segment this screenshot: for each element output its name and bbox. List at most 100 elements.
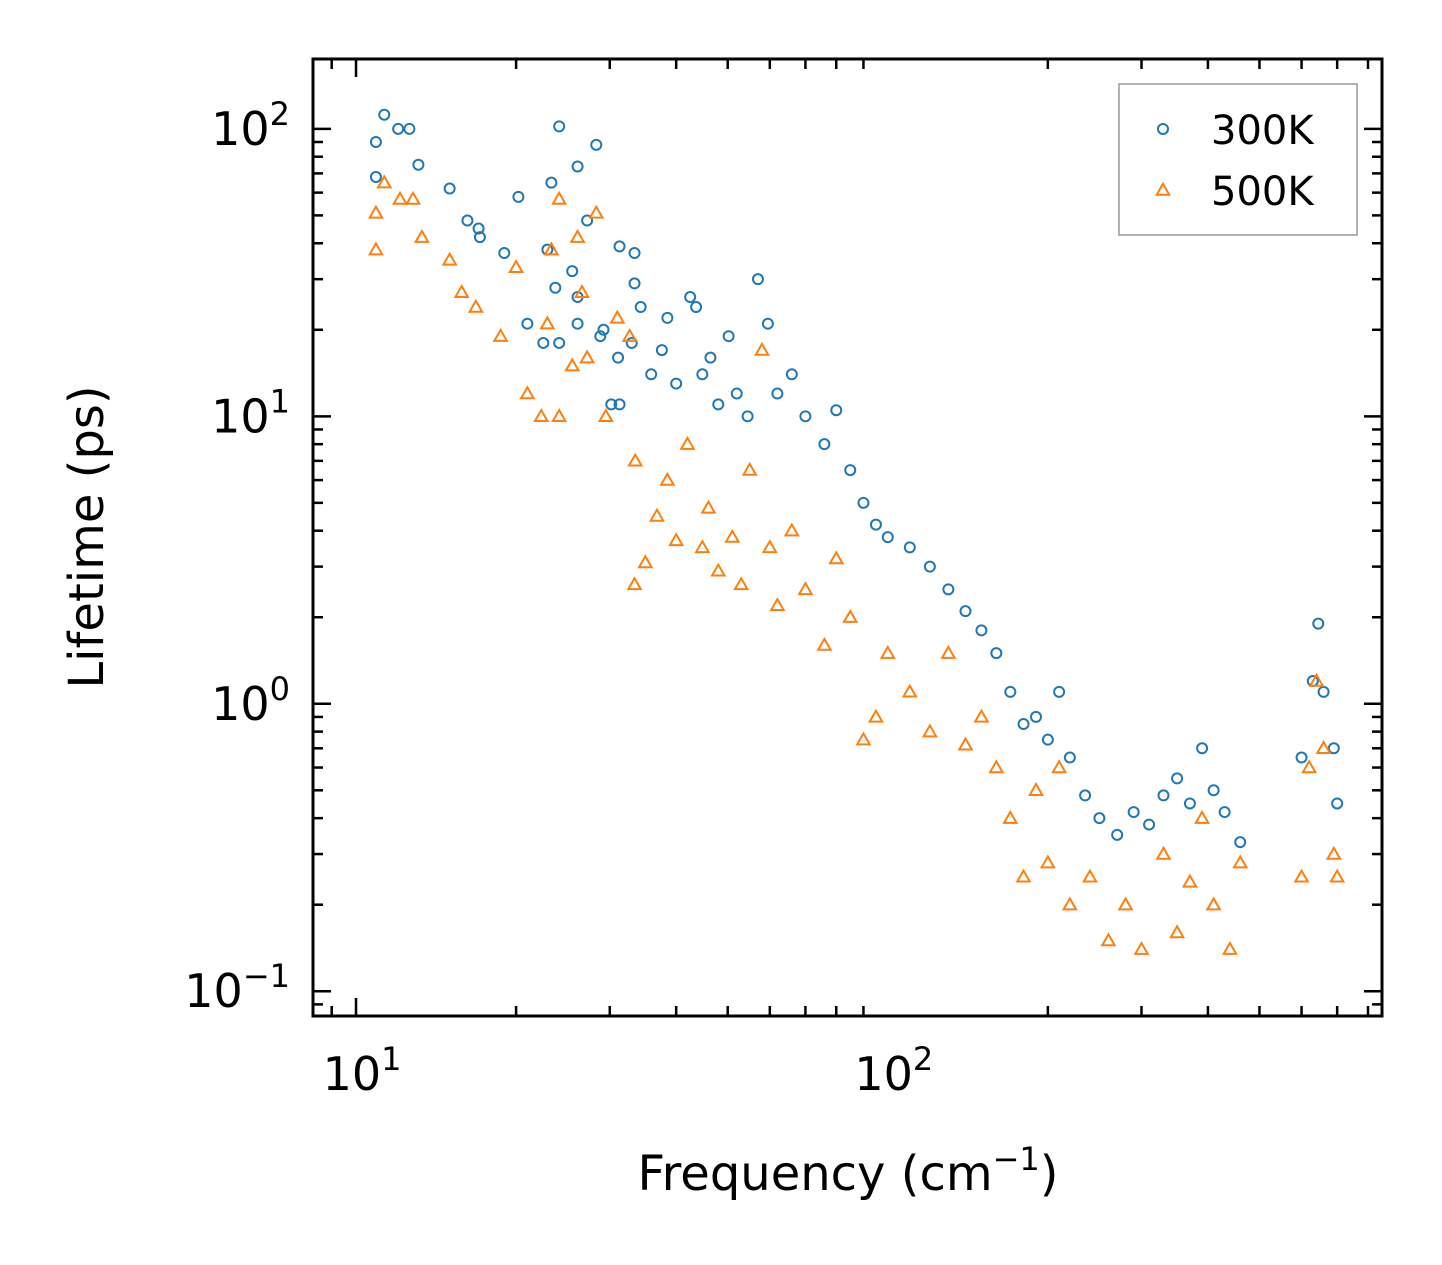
point-300k [830,404,843,417]
point-500k [621,327,638,342]
x-axis-title: Frequency (cm−1) [637,1140,1058,1202]
point-500k [543,241,560,256]
point-300k [645,368,658,381]
point-300k [959,605,972,618]
x-axis-title-end: ) [1040,1146,1059,1202]
point-300k [461,214,474,227]
point-300k [722,330,735,343]
point-500k [492,327,509,342]
point-300k [670,377,683,390]
point-500k [539,315,556,330]
point-500k [579,349,596,364]
point-500k [367,241,384,256]
y-tick-label: 102 [211,95,290,156]
axis-ticks [313,59,1382,1016]
point-300k [684,291,697,304]
point-500k [441,251,458,266]
point-500k [551,190,568,205]
y-tick-label: 101 [211,382,290,443]
point-500k [588,204,605,219]
point-500k [627,452,644,467]
point-300k [1143,818,1156,831]
tick-labels: 101 102 10−1 100 101 102 [184,95,933,1101]
point-300k [566,265,579,278]
point-500k [551,408,568,423]
point-300k [549,281,562,294]
point-500k [700,499,717,514]
point-500k [769,597,786,612]
point-300k [472,222,485,235]
point-500k [1155,845,1172,860]
scatter-points [367,108,1346,955]
y-tick-label: 100 [211,670,290,731]
point-500k [679,435,696,450]
point-500k [754,341,770,356]
point-300k [751,273,764,286]
point-300k [903,541,916,554]
point-500k [1039,854,1056,869]
point-500k [668,532,685,547]
point-500k [1325,845,1342,860]
legend-label-500k: 500K [1211,169,1315,215]
point-500k [1194,809,1211,824]
point-500k [783,522,800,537]
point-300k [369,136,382,149]
point-300k [590,138,603,151]
point-500k [879,644,896,659]
point-500k [659,471,676,486]
point-300k [537,336,550,349]
point-500k [648,507,665,522]
point-300k [1079,789,1092,802]
point-500k [855,731,872,746]
point-300k [771,387,784,400]
point-300k [1331,797,1344,810]
point-500k [867,708,884,723]
y-axis-title: Lifetime (ps) [59,385,115,688]
point-500k [694,539,711,554]
point-500k [733,576,750,591]
point-300k [412,158,425,171]
point-300k [857,496,870,509]
point-300k [628,246,641,259]
point-300k [1196,742,1209,755]
point-300k [498,246,511,259]
point-300k [392,122,405,135]
point-300k [594,330,607,343]
point-500k [405,190,422,205]
point-300k [741,410,754,423]
point-300k [730,387,743,400]
point-300k [1030,710,1043,723]
point-500k [367,204,384,219]
point-300k [661,311,674,324]
point-300k [990,647,1003,660]
point-300k [443,182,456,195]
point-500k [901,683,918,698]
point-500k [724,528,741,543]
point-500k [1301,759,1318,774]
point-500k [741,461,758,476]
point-300k [1171,772,1184,785]
point-300k [881,531,894,544]
legend-frame [1118,83,1358,236]
x-axis-title-main: Frequency (cm [637,1146,992,1202]
point-300k [942,583,955,596]
point-500k [1081,868,1098,883]
point-300k [581,214,594,227]
point-300k [1218,806,1231,819]
point-500k [1293,868,1310,883]
legend-markers [1155,123,1171,196]
point-500k [1221,940,1238,955]
point-500k [519,385,536,400]
point-300k [655,344,668,357]
point-500k [1117,896,1134,911]
point-300k [634,301,647,314]
point-300k [628,277,641,290]
point-300k [1295,751,1308,764]
series-500K [367,174,1346,955]
point-300k [696,368,709,381]
point-300k [704,351,717,364]
point-500k [973,708,990,723]
point-500k [957,736,974,751]
point-500k [797,581,814,596]
